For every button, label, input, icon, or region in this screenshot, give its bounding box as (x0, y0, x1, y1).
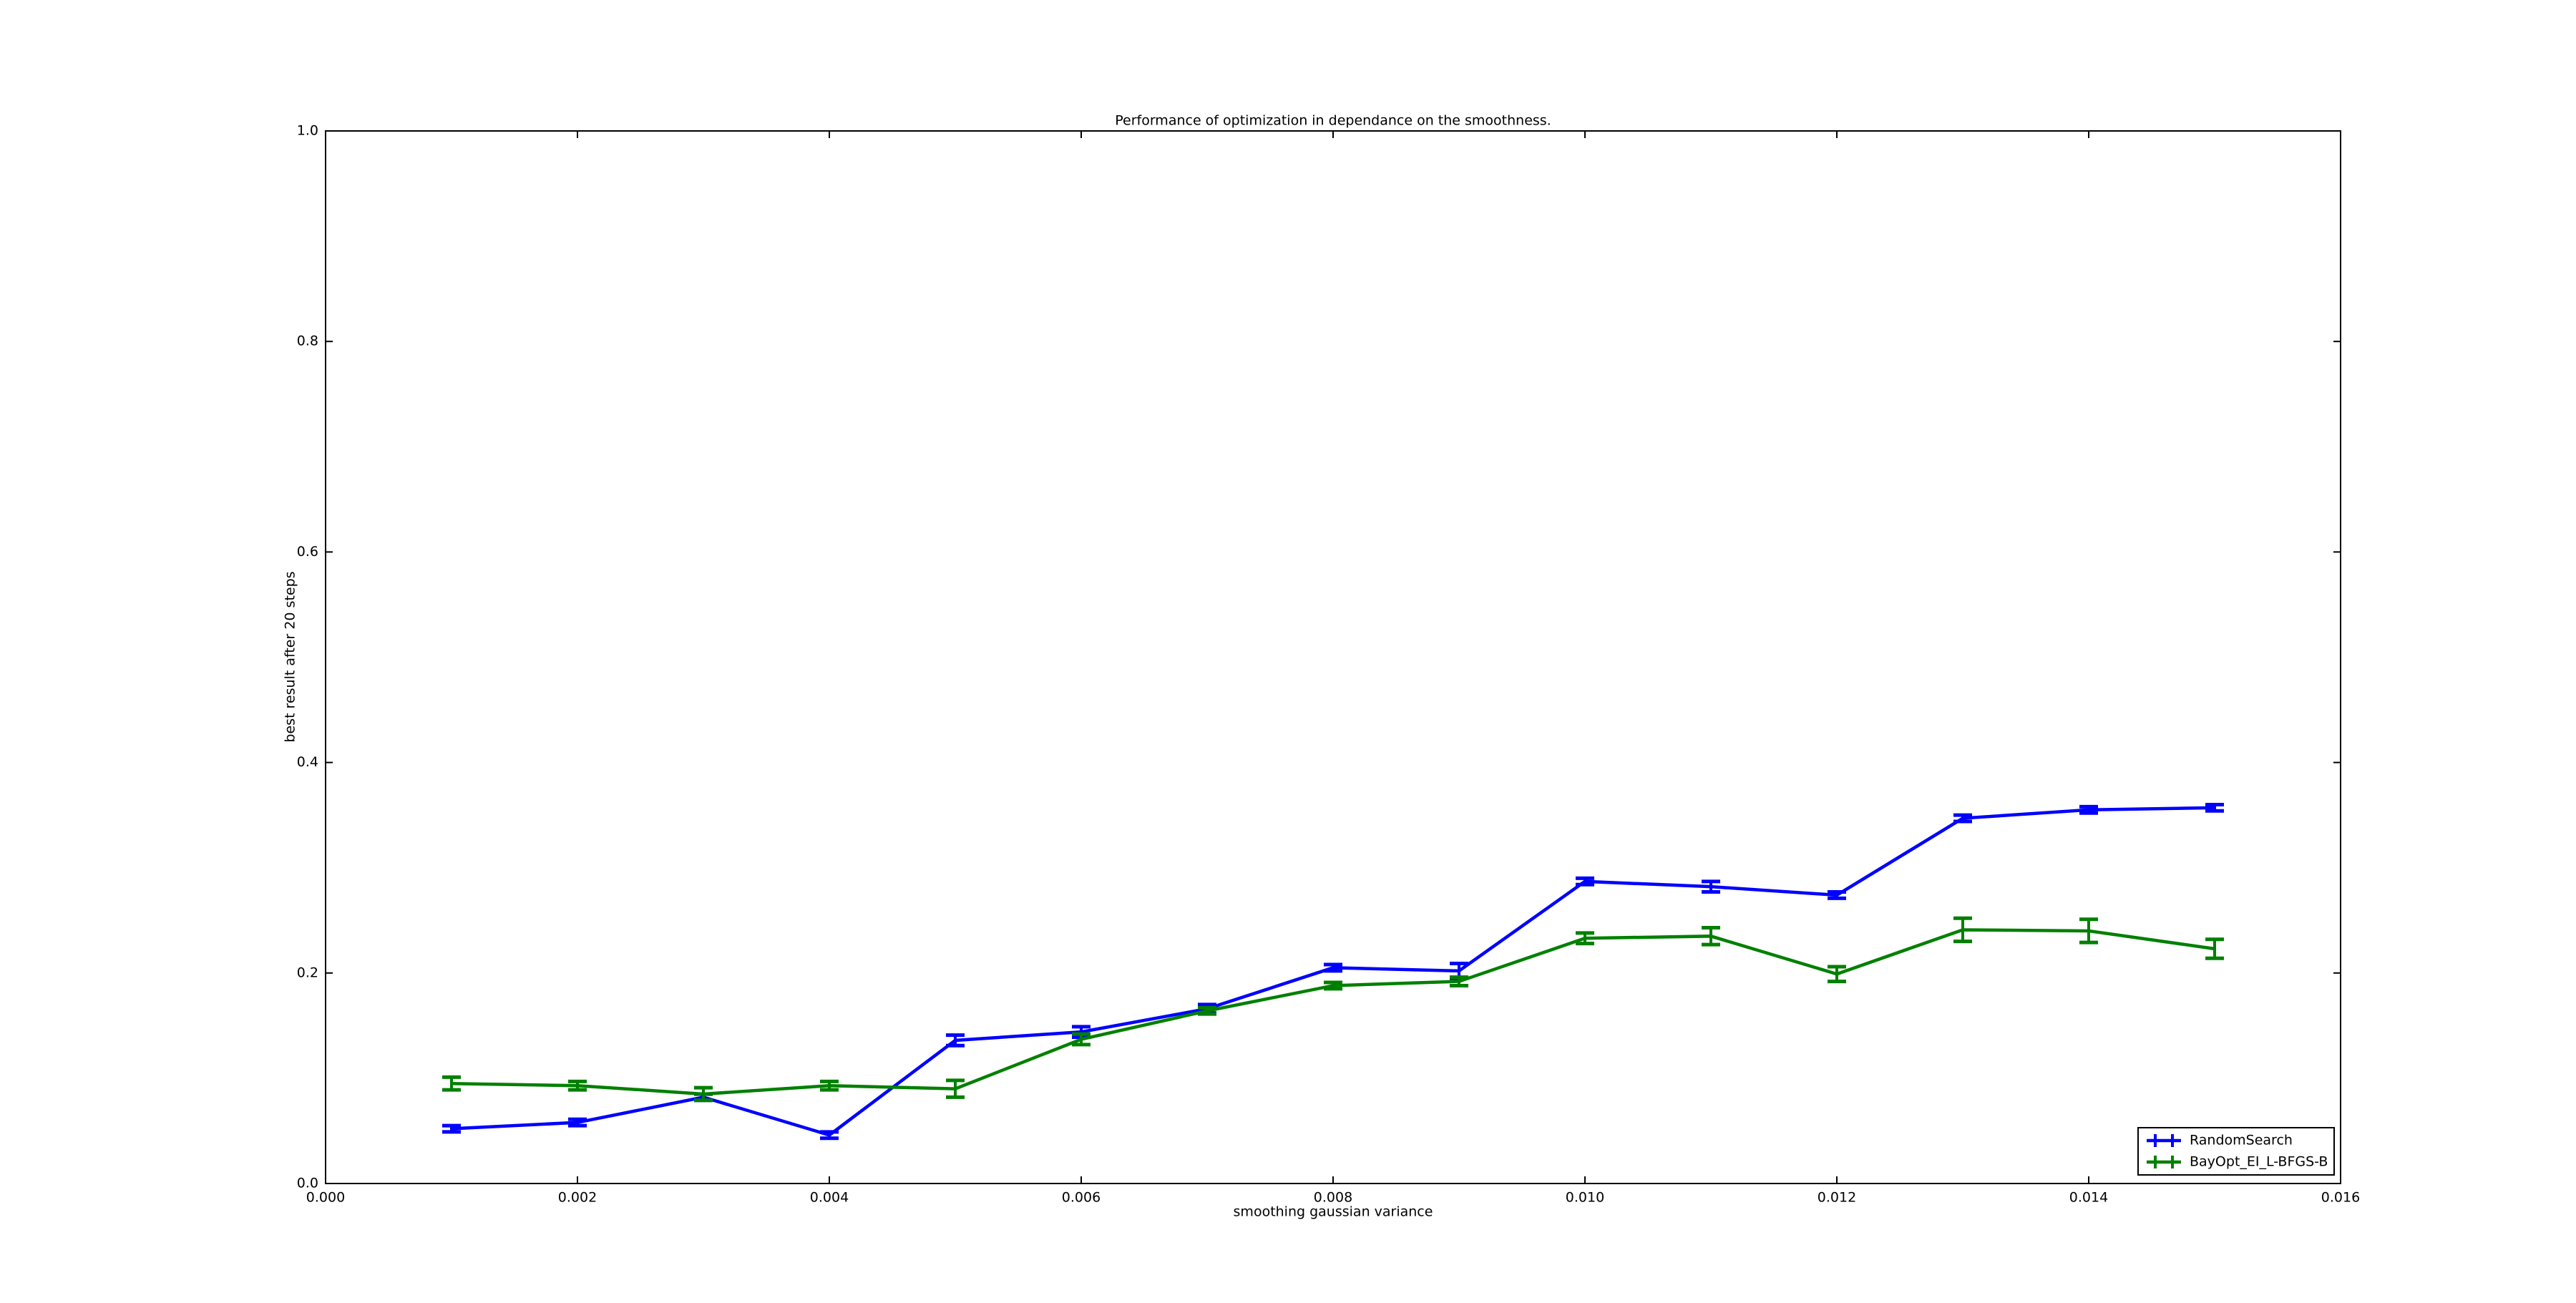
x-tick-label: 0.016 (2321, 1190, 2360, 1206)
x-tick-label: 0.000 (306, 1190, 345, 1206)
x-tick-label: 0.010 (1566, 1190, 1604, 1206)
chart-title: Performance of optimization in dependanc… (1115, 113, 1551, 129)
x-tick-label: 0.004 (810, 1190, 849, 1206)
error-bar (1702, 926, 1720, 947)
x-axis-label: smoothing gaussian variance (1234, 1204, 1433, 1220)
error-bar (1953, 916, 1972, 944)
error-bar (1576, 931, 1594, 946)
error-bar (2079, 917, 2098, 945)
error-bar (442, 1123, 461, 1134)
error-bar (1702, 879, 1720, 894)
x-tick-label: 0.014 (2069, 1190, 2108, 1206)
y-tick-label: 0.4 (297, 754, 318, 770)
error-bar (568, 1079, 587, 1092)
legend-box (2137, 1127, 2335, 1176)
error-bar (694, 1085, 713, 1103)
error-bar (1198, 1005, 1216, 1016)
error-bar (1072, 1032, 1091, 1047)
error-bar (2205, 802, 2224, 813)
error-bar (442, 1075, 461, 1092)
error-bar (1324, 980, 1342, 991)
error-bar (946, 1078, 965, 1099)
x-tick-label: 0.008 (1314, 1190, 1352, 1206)
y-tick-label: 0.2 (297, 965, 318, 980)
legend-label: BayOpt_EI_L-BFGS-B (2190, 1154, 2328, 1170)
y-tick-label: 0.8 (297, 333, 318, 349)
error-bar (2079, 804, 2098, 815)
x-tick-label: 0.002 (558, 1190, 597, 1206)
y-axis-label: best result after 20 steps (283, 571, 298, 742)
y-tick-label: 0.0 (297, 1176, 318, 1191)
y-tick-label: 0.6 (297, 544, 318, 560)
error-bar (568, 1117, 587, 1128)
error-bar (946, 1033, 965, 1048)
y-tick-label: 1.0 (297, 123, 318, 139)
error-bar (820, 1079, 839, 1092)
x-tick-label: 0.012 (1818, 1190, 1856, 1206)
error-bar (1324, 962, 1342, 973)
error-bar (1828, 965, 1846, 984)
error-bar (820, 1130, 839, 1141)
error-bar (1953, 813, 1972, 824)
error-bar (2205, 937, 2224, 960)
x-tick-label: 0.006 (1062, 1190, 1101, 1206)
error-bar (1576, 876, 1594, 887)
error-bar (1450, 975, 1468, 987)
error-bar (1828, 890, 1846, 900)
legend-label: RandomSearch (2190, 1133, 2293, 1148)
